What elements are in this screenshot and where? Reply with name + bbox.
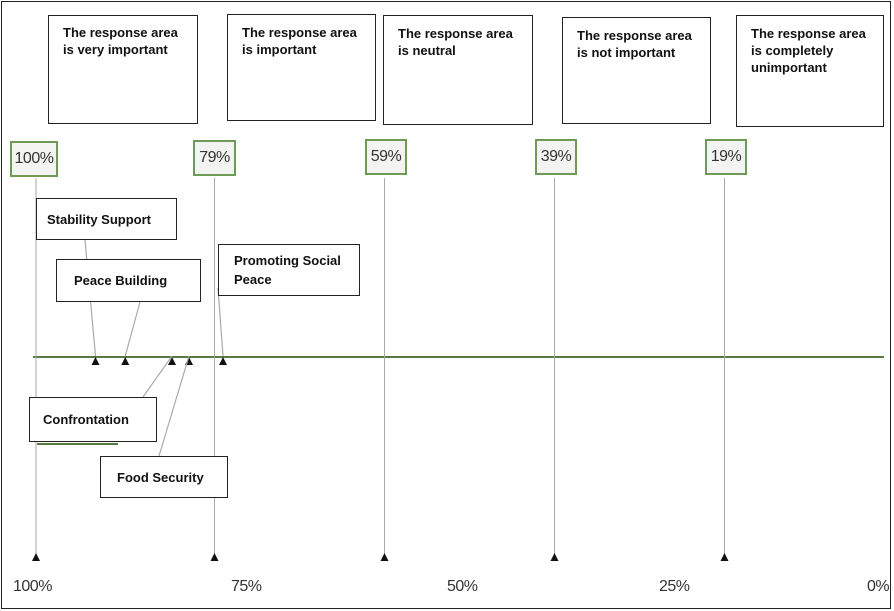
- leader-line: [142, 355, 173, 398]
- marker-100: 100%: [10, 141, 58, 177]
- item-marker-triangle: [168, 357, 176, 365]
- zone-box-important: The response area is important: [227, 14, 376, 121]
- axis-tick-label: 25%: [659, 578, 690, 595]
- axis-tick-label: 75%: [231, 578, 262, 595]
- label-food-security: Food Security: [100, 456, 228, 498]
- axis-tick-label: 0%: [867, 578, 890, 595]
- label-confrontation: Confrontation: [29, 397, 157, 442]
- item-marker-triangle: [91, 357, 100, 365]
- zone-text: The response area is completely unimport…: [751, 26, 866, 75]
- axis-tick-label: 100%: [13, 578, 52, 595]
- zone-box-not-important: The response area is not important: [562, 17, 711, 124]
- label-stability-support: Stability Support: [36, 198, 177, 240]
- axis-tick-label: 50%: [447, 578, 478, 595]
- marker-59: 59%: [365, 139, 407, 175]
- zone-box-very-important: The response area is very important: [48, 15, 198, 124]
- zone-text: The response area is neutral: [398, 26, 513, 58]
- marker-base-triangle: [32, 553, 40, 561]
- zone-box-completely-unimportant: The response area is completely unimport…: [736, 15, 884, 127]
- zone-text: The response area is very important: [63, 25, 178, 57]
- marker-base-triangle: [210, 553, 219, 561]
- label-peace-building: Peace Building: [56, 259, 201, 302]
- label-promoting-social-peace: Promoting Social Peace: [218, 244, 360, 296]
- marker-base-triangle: [550, 553, 559, 561]
- item-marker-triangle: [121, 357, 130, 365]
- marker-base-triangle: [720, 553, 729, 561]
- zone-text: The response area is important: [242, 25, 357, 57]
- zone-box-neutral: The response area is neutral: [383, 15, 533, 125]
- item-marker-triangle: [219, 357, 227, 365]
- leader-line: [124, 301, 141, 357]
- marker-base-triangle: [380, 553, 389, 561]
- marker-79: 79%: [193, 140, 236, 176]
- marker-39: 39%: [535, 139, 577, 175]
- zone-text: The response area is not important: [577, 28, 692, 60]
- leader-line: [217, 287, 224, 357]
- marker-19: 19%: [705, 139, 747, 175]
- leader-line: [158, 355, 190, 457]
